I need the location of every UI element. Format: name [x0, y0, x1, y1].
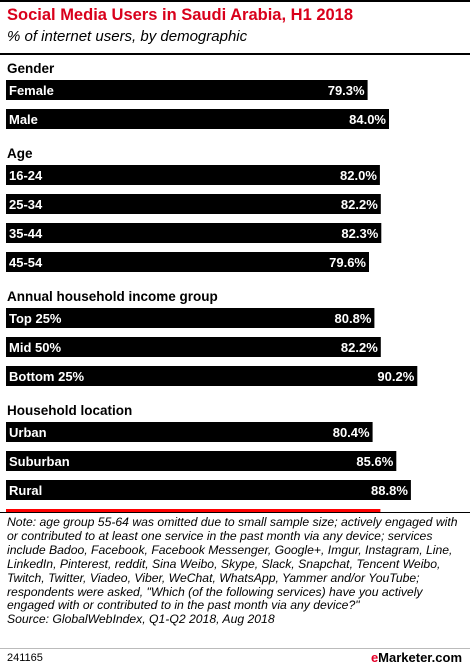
bar-total-0 — [6, 509, 381, 512]
group-heading-3: Household location — [7, 403, 132, 418]
bar-value-0-1: 84.0% — [349, 112, 386, 127]
bar-value-1-0: 82.0% — [340, 168, 377, 183]
bar-label-2-1: Mid 50% — [9, 340, 61, 355]
bar-value-3-0: 80.4% — [333, 425, 370, 440]
bar-value-2-0: 80.8% — [335, 311, 372, 326]
bar-label-2-2: Bottom 25% — [9, 369, 85, 384]
bar-label-1-3: 45-54 — [9, 255, 43, 270]
bar-2-2 — [6, 366, 418, 386]
bar-2-1 — [6, 337, 381, 357]
bar-2-0 — [6, 308, 375, 328]
footer-rule — [0, 648, 470, 649]
bar-3-0 — [6, 422, 373, 442]
bar-1-1 — [6, 194, 381, 214]
bar-value-1-3: 79.6% — [329, 255, 366, 270]
bar-value-3-1: 85.6% — [356, 454, 393, 469]
bar-value-1-1: 82.2% — [341, 197, 378, 212]
bar-0-0 — [6, 80, 368, 100]
bar-label-0-0: Female — [9, 83, 54, 98]
brand-logo-e: e — [370, 650, 379, 665]
bar-value-2-2: 90.2% — [377, 369, 414, 384]
chart-subtitle: % of internet users, by demographic — [7, 28, 248, 45]
note-rule — [0, 512, 470, 513]
bar-value-2-1: 82.2% — [341, 340, 378, 355]
bar-label-2-0: Top 25% — [9, 311, 62, 326]
bar-0-1 — [6, 109, 389, 129]
brand-logo[interactable]: eMarketer.com — [371, 650, 462, 665]
chart-title: Social Media Users in Saudi Arabia, H1 2… — [7, 6, 354, 24]
bar-label-3-2: Rural — [9, 483, 42, 498]
group-heading-1: Age — [7, 146, 33, 161]
bar-chart: Gender Female 79.3% Male 84.0% Age 16-24 82.0% 2… — [6, 61, 418, 512]
bar-1-3 — [6, 252, 369, 272]
bar-1-0 — [6, 165, 380, 185]
bar-value-1-2: 82.3% — [341, 226, 378, 241]
chart-id: 241165 — [7, 652, 43, 664]
bar-label-1-1: 25-34 — [9, 197, 43, 212]
bar-label-3-1: Suburban — [9, 454, 70, 469]
bar-label-1-2: 35-44 — [9, 226, 43, 241]
group-heading-2: Annual household income group — [7, 289, 218, 304]
brand-logo-name: Marketer — [378, 650, 432, 665]
group-heading-0: Gender — [7, 61, 55, 76]
bar-label-3-0: Urban — [9, 425, 47, 440]
bar-1-2 — [6, 223, 382, 243]
bar-label-0-1: Male — [9, 112, 38, 127]
bar-label-1-0: 16-24 — [9, 168, 43, 183]
bar-value-0-0: 79.3% — [328, 83, 365, 98]
source-text: Source: GlobalWebIndex, Q1-Q2 2018, Aug … — [7, 612, 275, 627]
top-rule — [0, 0, 470, 2]
brand-logo-suffix: .com — [431, 650, 462, 665]
header-rule — [0, 53, 470, 55]
chart-note: Note: age group 55-64 was omitted due to… — [7, 515, 465, 627]
note-text: Note: age group 55-64 was omitted due to… — [7, 515, 458, 613]
bar-value-3-2: 88.8% — [371, 483, 408, 498]
bar-3-2 — [6, 480, 411, 500]
bar-3-1 — [6, 451, 397, 471]
